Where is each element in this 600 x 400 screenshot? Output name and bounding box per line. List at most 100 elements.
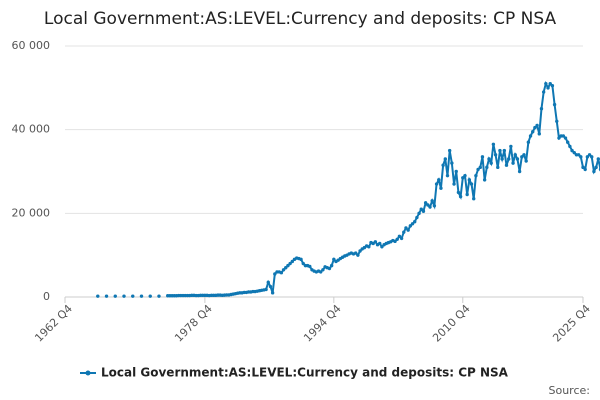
point — [419, 207, 423, 211]
point — [447, 148, 452, 153]
point — [476, 167, 480, 172]
point — [596, 157, 600, 161]
point — [308, 264, 312, 269]
point — [356, 253, 360, 257]
point — [474, 173, 478, 178]
point — [329, 263, 334, 268]
point — [157, 294, 161, 298]
point — [498, 148, 502, 153]
point — [500, 157, 504, 161]
point — [585, 155, 590, 159]
point — [472, 196, 476, 201]
line-series — [167, 80, 600, 297]
point — [415, 215, 419, 220]
point — [583, 167, 587, 172]
point — [268, 284, 273, 289]
point — [465, 192, 469, 197]
point — [537, 132, 541, 136]
point — [482, 178, 487, 182]
point — [279, 271, 284, 275]
point — [439, 186, 443, 190]
point — [301, 261, 305, 266]
point — [496, 165, 500, 170]
point — [290, 259, 295, 264]
point — [506, 157, 511, 161]
point — [456, 190, 461, 195]
point — [430, 199, 434, 203]
point — [380, 245, 384, 249]
point — [546, 86, 550, 90]
point — [570, 148, 574, 153]
point — [531, 130, 535, 134]
point — [592, 169, 596, 174]
point — [406, 228, 410, 232]
point — [579, 155, 583, 159]
point — [509, 144, 513, 149]
point — [491, 142, 496, 147]
x-tick-label: 1994 Q4 — [301, 302, 344, 345]
point — [432, 204, 437, 208]
point — [563, 136, 568, 140]
point — [566, 140, 570, 144]
point — [148, 294, 152, 298]
point — [270, 291, 275, 295]
point — [408, 224, 413, 228]
legend-label: Local Government:AS:LEVEL:Currency and d… — [101, 366, 509, 380]
point — [489, 161, 493, 165]
point — [520, 155, 524, 159]
point — [299, 257, 303, 262]
point — [493, 153, 498, 157]
point — [590, 155, 594, 159]
point — [426, 203, 430, 207]
point — [417, 211, 421, 216]
point — [539, 107, 544, 111]
point — [421, 209, 426, 213]
point — [522, 153, 526, 157]
point — [594, 165, 598, 170]
point — [581, 165, 585, 170]
point — [443, 157, 448, 161]
point — [478, 165, 482, 170]
point — [515, 157, 520, 161]
x-tick-label: 1978 Q4 — [172, 302, 215, 345]
point — [452, 182, 456, 186]
x-tick-label: 1962 Q4 — [32, 302, 75, 345]
point — [395, 237, 399, 241]
point — [399, 236, 404, 241]
point — [353, 251, 358, 255]
point — [445, 173, 450, 178]
point — [286, 263, 290, 268]
point — [373, 240, 378, 244]
point — [555, 119, 559, 124]
point — [461, 176, 465, 180]
point — [378, 241, 382, 246]
point — [404, 226, 408, 230]
point — [526, 140, 531, 144]
point — [469, 182, 474, 186]
x-tick-label: 2025 Q4 — [550, 302, 593, 345]
point — [413, 220, 417, 224]
point — [410, 222, 415, 226]
point — [541, 90, 546, 94]
point — [402, 230, 406, 234]
point — [480, 155, 485, 159]
x-tick-label: 2010 Q4 — [430, 302, 473, 345]
chart-title: Local Government:AS:LEVEL:Currency and d… — [44, 9, 557, 29]
point — [576, 153, 581, 157]
point — [550, 84, 555, 88]
point — [281, 268, 286, 272]
point — [568, 144, 572, 149]
point — [273, 272, 277, 276]
point — [113, 294, 117, 298]
point — [572, 150, 576, 155]
point — [552, 102, 557, 107]
point — [454, 169, 458, 174]
legend-marker — [85, 370, 91, 376]
point — [450, 161, 454, 165]
y-tick-label: 40 000 — [12, 123, 51, 136]
point — [428, 205, 432, 209]
point — [96, 294, 100, 298]
point — [487, 157, 491, 161]
point — [485, 165, 489, 170]
